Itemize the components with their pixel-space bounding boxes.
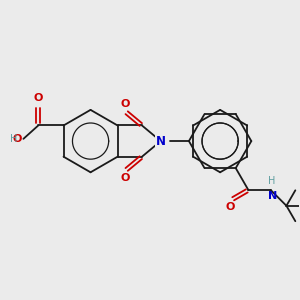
- Text: H: H: [10, 134, 18, 144]
- Text: O: O: [226, 202, 235, 212]
- Text: N: N: [268, 190, 277, 201]
- Text: O: O: [34, 93, 43, 103]
- Text: O: O: [121, 99, 130, 110]
- Text: O: O: [13, 134, 22, 144]
- Text: H: H: [268, 176, 276, 186]
- Text: N: N: [156, 135, 166, 148]
- Text: O: O: [121, 173, 130, 183]
